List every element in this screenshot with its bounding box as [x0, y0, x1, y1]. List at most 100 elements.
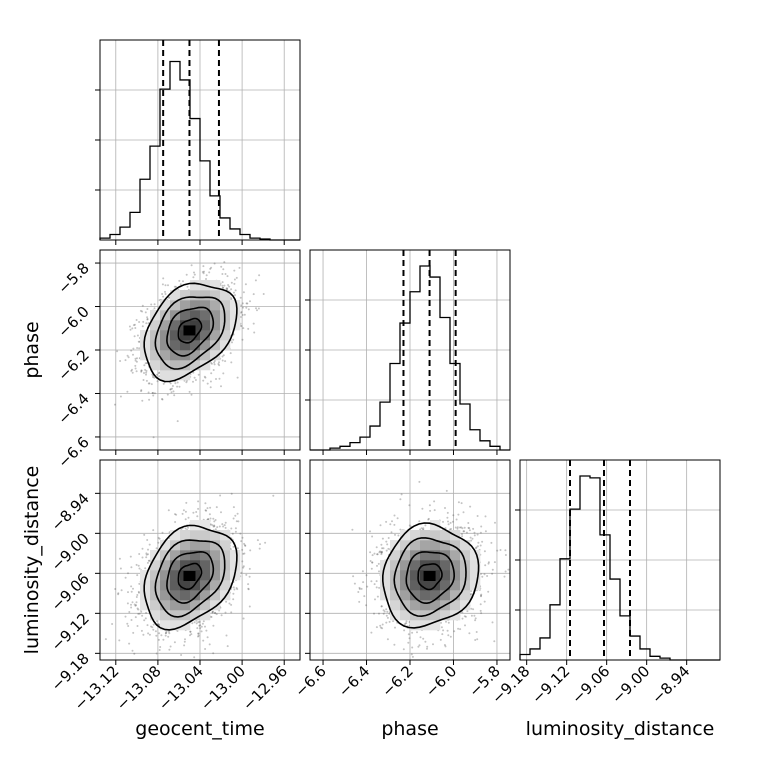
density-cell [170, 610, 181, 621]
scatter-point [468, 529, 471, 532]
joint-content [351, 480, 510, 660]
scatter-point [210, 616, 213, 618]
density-cell [210, 550, 221, 561]
scatter-point [444, 507, 446, 509]
scatter-point [385, 540, 388, 543]
scatter-point [248, 567, 251, 570]
histogram-geocent_time [99, 40, 300, 241]
scatter-point [209, 267, 212, 270]
density-cell [190, 300, 201, 311]
density-cell [450, 550, 461, 561]
scatter-point [373, 552, 376, 555]
scatter-point [241, 338, 244, 341]
scatter-point [104, 638, 107, 641]
scatter-point [202, 639, 205, 642]
scatter-point [188, 390, 191, 393]
scatter-point [193, 271, 195, 274]
scatter-point [467, 526, 470, 529]
scatter-point [158, 623, 161, 626]
scatter-point [360, 587, 363, 590]
x-axis-label-geocent-time: geocent_time [135, 718, 264, 740]
scatter-point [135, 596, 138, 598]
scatter-point [120, 589, 123, 592]
scatter-point [245, 302, 248, 305]
grid-lines [520, 460, 720, 660]
scatter-point [127, 625, 130, 627]
scatter-point [442, 629, 445, 632]
scatter-point [209, 517, 212, 520]
scatter-point [371, 535, 374, 538]
density-cell [470, 570, 481, 581]
scatter-point [142, 379, 145, 381]
scatter-point [386, 638, 389, 641]
density-cell [470, 560, 481, 571]
scatter-point [160, 634, 163, 637]
scatter-point [126, 602, 129, 605]
scatter-point [483, 573, 486, 576]
scatter-point [156, 373, 158, 376]
density-cell [210, 350, 221, 361]
scatter-point [468, 632, 471, 635]
scatter-point [208, 643, 211, 646]
scatter-point [202, 272, 205, 275]
histogram-luminosity_distance [519, 460, 720, 661]
scatter-point [132, 353, 134, 356]
scatter-point [249, 549, 252, 552]
contour-line [143, 282, 238, 383]
scatter-point [457, 513, 460, 516]
scatter-point [223, 284, 226, 287]
scatter-point [209, 380, 212, 383]
scatter-point [225, 600, 228, 603]
scatter-point [211, 611, 214, 614]
density-cell [160, 320, 171, 331]
scatter-point [184, 638, 186, 641]
scatter-point [245, 306, 248, 309]
scatter-point [136, 594, 139, 596]
density-cell [230, 560, 241, 571]
scatter-point [143, 364, 146, 367]
scatter-point [470, 614, 473, 617]
scatter-point [130, 619, 133, 621]
y-tick-label: −9.06 [48, 569, 93, 614]
scatter-point [137, 612, 140, 615]
scatter-point [391, 520, 393, 523]
scatter-point [145, 611, 148, 614]
scatter-point [394, 626, 396, 629]
density-cell [180, 590, 191, 601]
scatter-point [236, 588, 239, 591]
scatter-point [193, 376, 196, 379]
scatter-point [144, 567, 147, 570]
scatter-point [135, 604, 137, 607]
scatter-point [257, 307, 260, 310]
scatter-point [221, 359, 224, 362]
density-cell [410, 620, 421, 631]
histogram-y-ticks [515, 509, 520, 611]
scatter-point [464, 615, 467, 618]
scatter-point [230, 527, 233, 530]
density-cell [160, 540, 171, 551]
scatter-point [213, 359, 216, 362]
scatter-point [191, 622, 194, 625]
scatter-point [479, 573, 482, 575]
scatter-point [449, 635, 452, 638]
density-cell [470, 550, 481, 561]
scatter-point [258, 274, 261, 277]
density-cell [410, 570, 421, 581]
scatter-point [118, 557, 121, 560]
density-cell [180, 600, 191, 611]
density-cell [210, 310, 221, 321]
density-cell [170, 620, 181, 631]
scatter-point [483, 600, 486, 603]
scatter-point [134, 357, 137, 360]
scatter-point [197, 621, 200, 624]
scatter-point [507, 568, 510, 571]
scatter-point [211, 611, 214, 613]
scatter-point [242, 291, 245, 294]
scatter-point [143, 619, 146, 622]
scatter-point [385, 621, 388, 624]
scatter-point [418, 520, 421, 523]
density-cell [160, 330, 171, 341]
scatter-point [138, 567, 141, 570]
scatter-point [371, 561, 374, 564]
